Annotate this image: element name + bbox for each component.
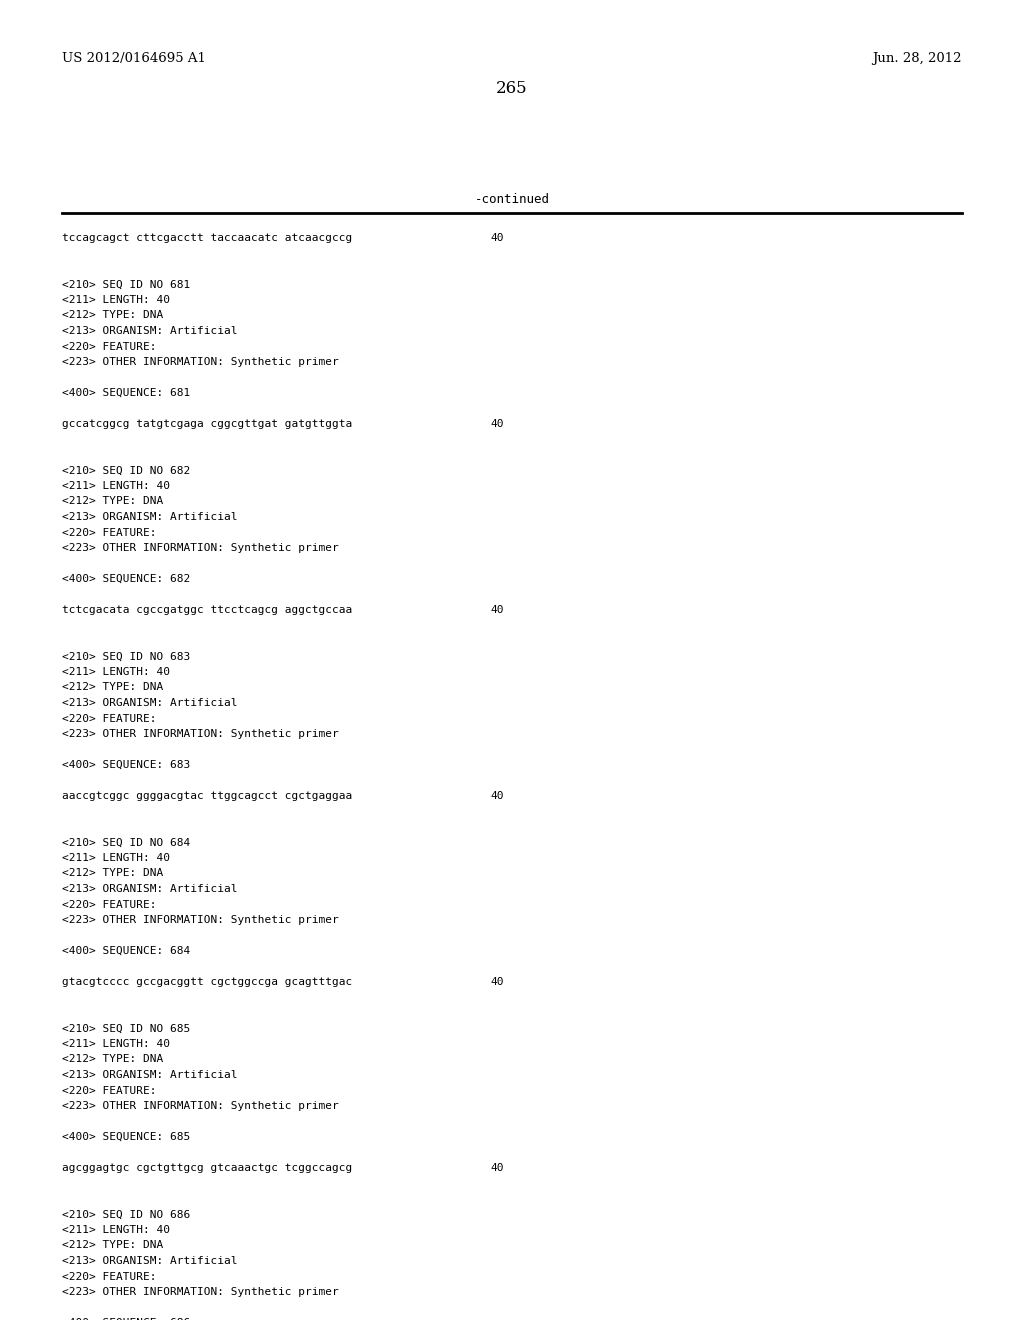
Text: <220> FEATURE:: <220> FEATURE:	[62, 1271, 157, 1282]
Text: <211> LENGTH: 40: <211> LENGTH: 40	[62, 1039, 170, 1049]
Text: <212> TYPE: DNA: <212> TYPE: DNA	[62, 869, 163, 879]
Text: <400> SEQUENCE: 686: <400> SEQUENCE: 686	[62, 1317, 190, 1320]
Text: <213> ORGANISM: Artificial: <213> ORGANISM: Artificial	[62, 698, 238, 708]
Text: 40: 40	[490, 791, 504, 801]
Text: 40: 40	[490, 1163, 504, 1173]
Text: <212> TYPE: DNA: <212> TYPE: DNA	[62, 310, 163, 321]
Text: gccatcggcg tatgtcgaga cggcgttgat gatgttggta: gccatcggcg tatgtcgaga cggcgttgat gatgttg…	[62, 418, 352, 429]
Text: <210> SEQ ID NO 683: <210> SEQ ID NO 683	[62, 652, 190, 661]
Text: <211> LENGTH: 40: <211> LENGTH: 40	[62, 667, 170, 677]
Text: <400> SEQUENCE: 683: <400> SEQUENCE: 683	[62, 760, 190, 770]
Text: tccagcagct cttcgacctt taccaacatc atcaacgccg: tccagcagct cttcgacctt taccaacatc atcaacg…	[62, 234, 352, 243]
Text: <400> SEQUENCE: 682: <400> SEQUENCE: 682	[62, 574, 190, 583]
Text: <220> FEATURE:: <220> FEATURE:	[62, 1085, 157, 1096]
Text: <220> FEATURE:: <220> FEATURE:	[62, 899, 157, 909]
Text: <400> SEQUENCE: 685: <400> SEQUENCE: 685	[62, 1133, 190, 1142]
Text: <213> ORGANISM: Artificial: <213> ORGANISM: Artificial	[62, 884, 238, 894]
Text: <213> ORGANISM: Artificial: <213> ORGANISM: Artificial	[62, 1257, 238, 1266]
Text: <220> FEATURE:: <220> FEATURE:	[62, 528, 157, 537]
Text: <211> LENGTH: 40: <211> LENGTH: 40	[62, 1225, 170, 1236]
Text: <213> ORGANISM: Artificial: <213> ORGANISM: Artificial	[62, 512, 238, 521]
Text: <210> SEQ ID NO 686: <210> SEQ ID NO 686	[62, 1209, 190, 1220]
Text: US 2012/0164695 A1: US 2012/0164695 A1	[62, 51, 206, 65]
Text: <211> LENGTH: 40: <211> LENGTH: 40	[62, 480, 170, 491]
Text: <212> TYPE: DNA: <212> TYPE: DNA	[62, 496, 163, 507]
Text: <212> TYPE: DNA: <212> TYPE: DNA	[62, 1241, 163, 1250]
Text: <400> SEQUENCE: 681: <400> SEQUENCE: 681	[62, 388, 190, 399]
Text: <210> SEQ ID NO 681: <210> SEQ ID NO 681	[62, 280, 190, 289]
Text: <211> LENGTH: 40: <211> LENGTH: 40	[62, 294, 170, 305]
Text: <210> SEQ ID NO 684: <210> SEQ ID NO 684	[62, 837, 190, 847]
Text: <223> OTHER INFORMATION: Synthetic primer: <223> OTHER INFORMATION: Synthetic prime…	[62, 1287, 339, 1298]
Text: aaccgtcggc ggggacgtac ttggcagcct cgctgaggaa: aaccgtcggc ggggacgtac ttggcagcct cgctgag…	[62, 791, 352, 801]
Text: <223> OTHER INFORMATION: Synthetic primer: <223> OTHER INFORMATION: Synthetic prime…	[62, 543, 339, 553]
Text: <212> TYPE: DNA: <212> TYPE: DNA	[62, 682, 163, 693]
Text: <223> OTHER INFORMATION: Synthetic primer: <223> OTHER INFORMATION: Synthetic prime…	[62, 729, 339, 739]
Text: <213> ORGANISM: Artificial: <213> ORGANISM: Artificial	[62, 1071, 238, 1080]
Text: <220> FEATURE:: <220> FEATURE:	[62, 342, 157, 351]
Text: <223> OTHER INFORMATION: Synthetic primer: <223> OTHER INFORMATION: Synthetic prime…	[62, 1101, 339, 1111]
Text: 265: 265	[497, 81, 527, 96]
Text: <211> LENGTH: 40: <211> LENGTH: 40	[62, 853, 170, 863]
Text: tctcgacata cgccgatggc ttcctcagcg aggctgccaa: tctcgacata cgccgatggc ttcctcagcg aggctgc…	[62, 605, 352, 615]
Text: -continued: -continued	[474, 193, 550, 206]
Text: <400> SEQUENCE: 684: <400> SEQUENCE: 684	[62, 946, 190, 956]
Text: gtacgtcccc gccgacggtt cgctggccga gcagtttgac: gtacgtcccc gccgacggtt cgctggccga gcagttt…	[62, 977, 352, 987]
Text: Jun. 28, 2012: Jun. 28, 2012	[872, 51, 962, 65]
Text: 40: 40	[490, 418, 504, 429]
Text: 40: 40	[490, 234, 504, 243]
Text: 40: 40	[490, 977, 504, 987]
Text: <220> FEATURE:: <220> FEATURE:	[62, 714, 157, 723]
Text: <213> ORGANISM: Artificial: <213> ORGANISM: Artificial	[62, 326, 238, 337]
Text: <210> SEQ ID NO 685: <210> SEQ ID NO 685	[62, 1023, 190, 1034]
Text: <223> OTHER INFORMATION: Synthetic primer: <223> OTHER INFORMATION: Synthetic prime…	[62, 915, 339, 925]
Text: <212> TYPE: DNA: <212> TYPE: DNA	[62, 1055, 163, 1064]
Text: agcggagtgc cgctgttgcg gtcaaactgc tcggccagcg: agcggagtgc cgctgttgcg gtcaaactgc tcggcca…	[62, 1163, 352, 1173]
Text: <210> SEQ ID NO 682: <210> SEQ ID NO 682	[62, 466, 190, 475]
Text: <223> OTHER INFORMATION: Synthetic primer: <223> OTHER INFORMATION: Synthetic prime…	[62, 356, 339, 367]
Text: 40: 40	[490, 605, 504, 615]
